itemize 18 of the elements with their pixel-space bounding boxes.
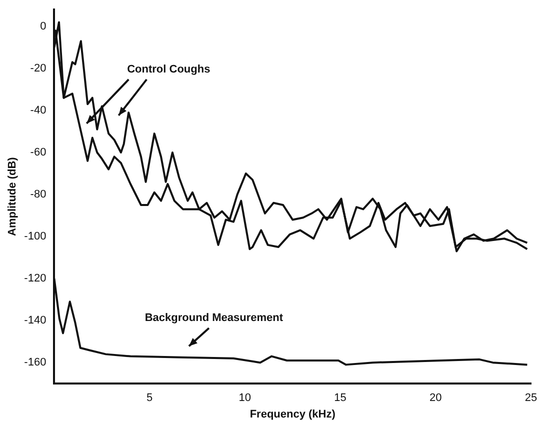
x-axis-title: Frequency (kHz): [250, 408, 336, 420]
y-tick-label: -160: [24, 356, 46, 369]
x-tick-label: 5: [146, 392, 153, 404]
x-tick-label: 15: [334, 392, 346, 404]
y-tick-label: -60: [30, 146, 46, 159]
x-tick-label: 20: [430, 392, 442, 404]
annotation: Background Measurement: [144, 312, 284, 324]
y-tick-label: 0: [40, 20, 46, 32]
y-tick-label: -140: [24, 314, 46, 327]
y-tick-label: -40: [30, 104, 46, 116]
x-tick-label: 10: [238, 392, 252, 404]
y-tick-label: -120: [24, 272, 46, 285]
y-axis-title: Amplitude (dB): [6, 156, 19, 236]
annotation: Control Coughs: [127, 63, 210, 76]
x-tick-label: 25: [524, 392, 538, 404]
y-tick-label: -20: [30, 62, 46, 74]
y-tick-label: -80: [30, 188, 46, 201]
y-tick-label: -100: [24, 230, 46, 243]
